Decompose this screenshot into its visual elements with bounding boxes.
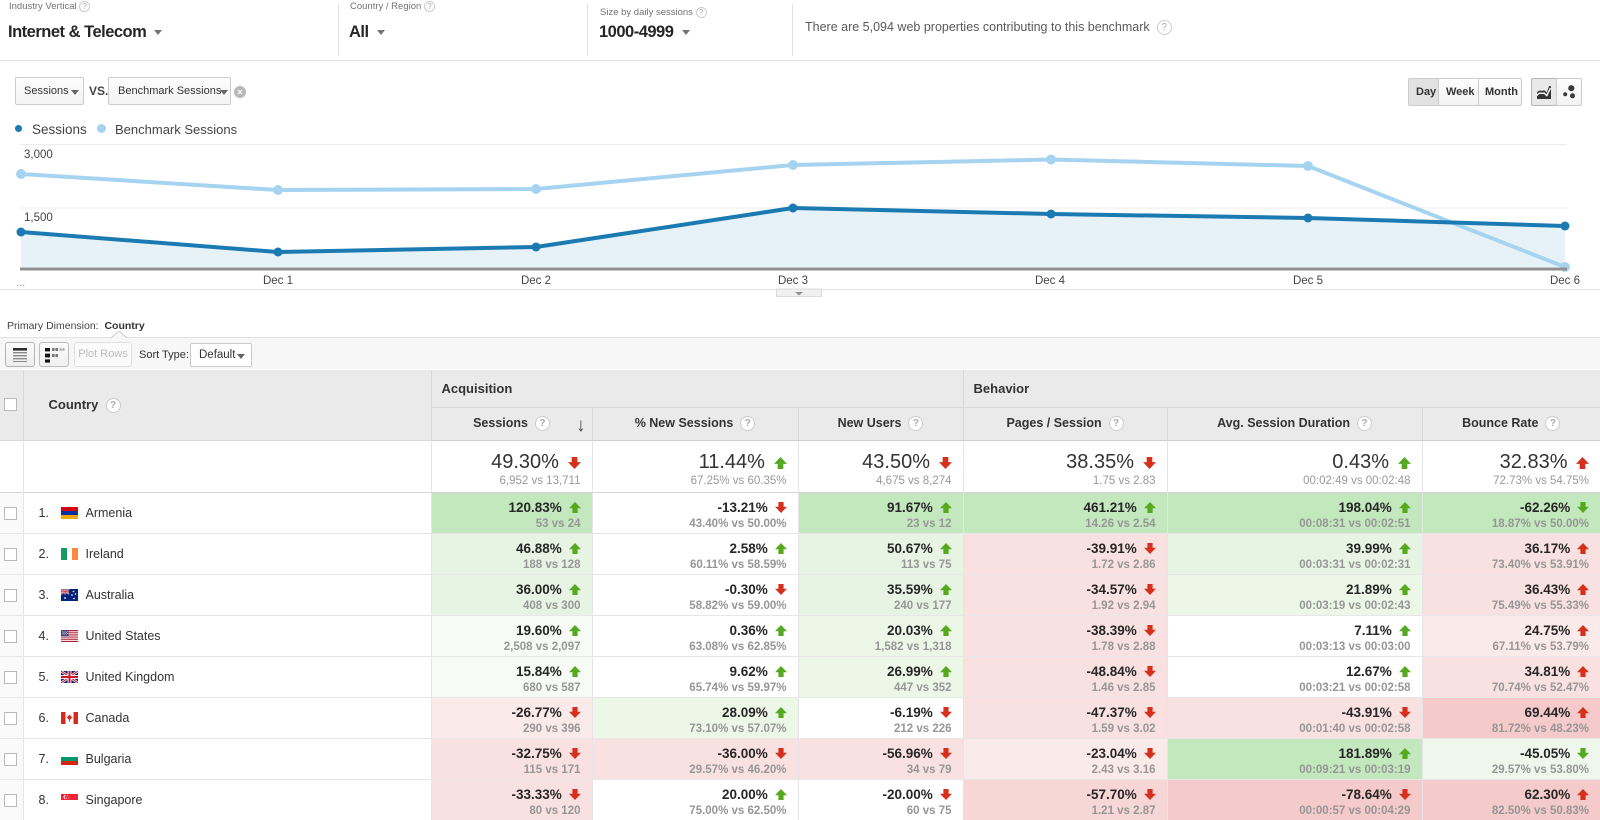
svg-text:Dec 1: Dec 1: [263, 275, 293, 287]
svg-text:Dec 2: Dec 2: [521, 275, 551, 287]
svg-text:3,000: 3,000: [24, 149, 53, 161]
svg-text:1,500: 1,500: [24, 212, 53, 224]
svg-text:Dec 5: Dec 5: [1293, 275, 1323, 287]
svg-text:Dec 6: Dec 6: [1550, 275, 1580, 287]
svg-text:...: ...: [16, 277, 25, 289]
svg-text:Dec 3: Dec 3: [778, 275, 808, 287]
svg-text:Dec 4: Dec 4: [1035, 275, 1066, 287]
